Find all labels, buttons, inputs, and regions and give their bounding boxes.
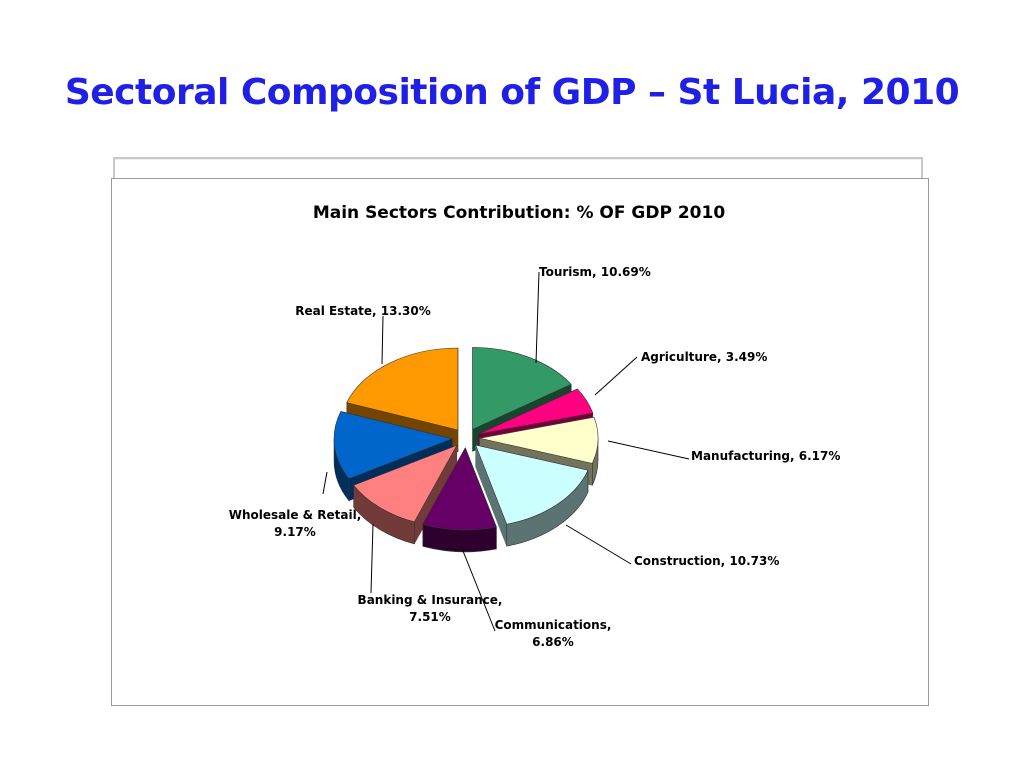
slice-banking-insurance <box>353 444 458 545</box>
leader-line-manufacturing <box>607 440 690 460</box>
slice-top-communications <box>422 447 497 531</box>
pie-slices <box>333 347 599 553</box>
slice-labels: Tourism, 10.69% Agriculture, 3.49% Manufac… <box>229 265 841 649</box>
leader-lines <box>322 271 690 632</box>
pie-chart: Main Sectors Contribution: % OF GDP 2010… <box>229 203 841 649</box>
slice-top-manufacturing <box>479 416 599 464</box>
slice-top-banking-insurance <box>353 444 458 523</box>
leader-line-communications <box>460 545 496 632</box>
leader-line-agriculture <box>594 356 638 396</box>
slice-top-construction <box>475 444 589 525</box>
label-manufacturing: Manufacturing, 6.17% <box>691 449 840 463</box>
label-real-estate: Real Estate, 13.30% <box>295 304 431 318</box>
slice-construction <box>475 444 589 547</box>
label-communications: Communications, 6.86% <box>495 618 612 649</box>
slice-top-wholesale-retail <box>333 411 454 480</box>
slice-top-tourism <box>472 347 572 430</box>
slide-title: Sectoral Composition of GDP – St Lucia, … <box>64 72 960 113</box>
leader-line-tourism <box>535 271 540 364</box>
chart-title: Main Sectors Contribution: % OF GDP 2010 <box>313 203 725 223</box>
label-construction: Construction, 10.73% <box>634 554 779 568</box>
label-agriculture: Agriculture, 3.49% <box>641 350 767 364</box>
slice-top-real-estate <box>346 347 459 431</box>
label-banking-insurance: Banking & Insurance, 7.51% <box>358 593 503 624</box>
label-wholesale-retail: Wholesale & Retail, 9.17% <box>229 508 362 539</box>
label-tourism: Tourism, 10.69% <box>539 265 651 279</box>
leader-line-banking-insurance <box>370 523 374 594</box>
slice-communications <box>422 446 497 553</box>
leader-line-wholesale-retail <box>322 471 328 495</box>
leader-line-construction <box>565 524 632 565</box>
slice-top-agriculture <box>478 388 594 435</box>
leader-line-real-estate <box>381 315 384 365</box>
